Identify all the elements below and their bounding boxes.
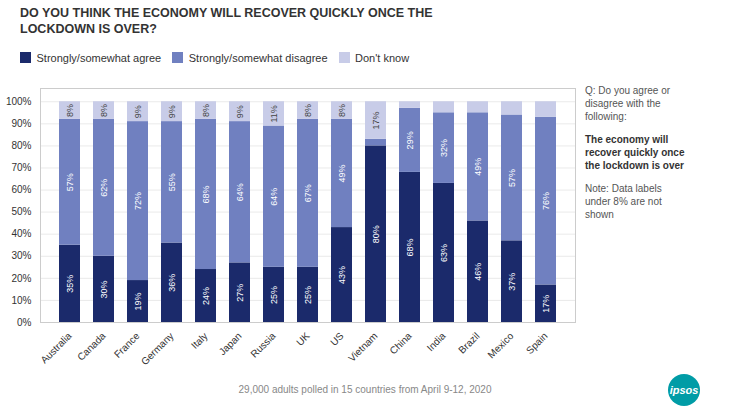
svg-text:68%: 68% [201,185,211,203]
svg-text:France: France [112,330,142,360]
svg-text:8%: 8% [201,104,211,117]
svg-text:8%: 8% [99,104,109,117]
svg-text:35%: 35% [65,275,75,293]
svg-text:60%: 60% [11,184,31,195]
svg-text:9%: 9% [167,105,177,118]
svg-text:46%: 46% [473,262,483,280]
html-text:Strongly/somewhat agree: Strongly/somewhat agree [36,51,162,64]
svg-text:Japan: Japan [217,330,244,357]
svg-text:37%: 37% [507,272,517,290]
svg-text:Canada: Canada [75,330,108,363]
svg-text:Australia: Australia [38,330,74,366]
svg-text:Vietnam: Vietnam [346,330,380,364]
svg-text:25%: 25% [269,286,279,304]
svg-text:8%: 8% [65,104,75,117]
svg-text:0%: 0% [17,316,32,327]
svg-text:17%: 17% [541,294,551,312]
svg-text:11%: 11% [269,105,279,122]
svg-text:32%: 32% [439,139,449,157]
svg-text:70%: 70% [11,162,31,173]
svg-text:8%: 8% [303,104,313,117]
html-text:Don't know: Don't know [355,51,410,64]
svg-text:80%: 80% [371,225,381,243]
svg-text:25%: 25% [303,286,313,304]
svg-text:17%: 17% [371,111,381,129]
html-text:Strongly/somewhat disagree: Strongly/somewhat disagree [188,51,328,64]
svg-text:Russia: Russia [248,330,278,360]
html-text:The economy will recover quick: The economy will recover quickly once th… [585,133,685,171]
svg-text:9%: 9% [133,105,143,118]
svg-text:49%: 49% [337,164,347,182]
svg-text:55%: 55% [167,173,177,191]
svg-text:24%: 24% [201,287,211,305]
svg-text:30%: 30% [99,280,109,298]
svg-text:30%: 30% [11,250,31,261]
svg-text:10%: 10% [11,294,31,305]
svg-text:India: India [425,330,448,353]
svg-text:72%: 72% [133,192,143,210]
svg-text:Brazil: Brazil [456,330,481,355]
svg-text:57%: 57% [507,169,517,187]
svg-text:27%: 27% [235,283,245,301]
svg-text:100%: 100% [6,96,32,107]
svg-text:64%: 64% [235,183,245,201]
html-text:29,000 adults polled in 15 cou: 29,000 adults polled in 15 countries fro… [238,383,492,395]
svg-text:US: US [328,330,346,348]
svg-text:Mexico: Mexico [485,330,515,360]
svg-text:29%: 29% [405,131,415,149]
html-text:Note: Data labels under 8% are: Note: Data labels under 8% are not shown [585,182,662,220]
svg-text:UK: UK [294,330,312,348]
svg-text:8%: 8% [337,104,347,117]
svg-text:67%: 67% [303,184,313,202]
svg-text:50%: 50% [11,206,31,217]
svg-text:9%: 9% [235,105,245,118]
svg-text:43%: 43% [337,266,347,284]
svg-text:Spain: Spain [524,330,550,356]
svg-text:Germany: Germany [139,330,176,367]
svg-text:20%: 20% [11,272,31,283]
svg-text:19%: 19% [133,292,143,310]
svg-text:76%: 76% [541,192,551,210]
svg-text:90%: 90% [11,118,31,129]
svg-text:80%: 80% [11,140,31,151]
svg-text:49%: 49% [473,158,483,176]
svg-text:63%: 63% [439,244,449,262]
svg-text:China: China [387,330,414,357]
svg-text:40%: 40% [11,228,31,239]
svg-text:64%: 64% [269,187,279,205]
html-text:ipsos: ipsos [669,383,699,396]
svg-text:36%: 36% [167,274,177,292]
svg-text:57%: 57% [65,173,75,191]
svg-text:62%: 62% [99,179,109,197]
svg-text:68%: 68% [405,238,415,256]
html-text:Q: Do you agree or disagree wi: Q: Do you agree or disagree with the fol… [585,84,670,122]
svg-text:Italy: Italy [189,330,210,351]
html-text:DO YOU THINK THE ECONOMY WILL: DO YOU THINK THE ECONOMY WILL RECOVER QU… [20,6,433,36]
